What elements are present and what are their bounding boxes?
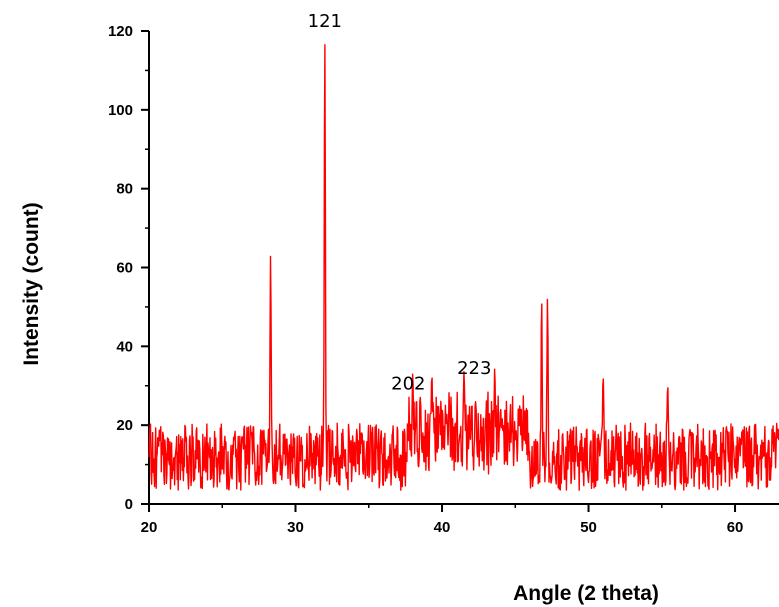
y-tick-label: 60 bbox=[116, 260, 133, 277]
peak-label: 121 bbox=[308, 11, 342, 32]
y-tick-label: 0 bbox=[125, 496, 133, 513]
x-tick-label: 20 bbox=[141, 519, 158, 536]
y-axis-title: Intensity (count) bbox=[20, 202, 43, 365]
peak-label: 223 bbox=[457, 358, 491, 379]
x-tick-label: 40 bbox=[434, 519, 451, 536]
annotations: 121 202 223 bbox=[308, 11, 492, 395]
peak-label: 202 bbox=[391, 374, 425, 395]
y-tick-label: 40 bbox=[116, 338, 133, 355]
x-tick-label: 30 bbox=[287, 519, 304, 536]
x-axis-title: Angle (2 theta) bbox=[513, 582, 659, 605]
y-tick-label: 20 bbox=[116, 417, 133, 434]
y-tick-label: 80 bbox=[116, 181, 133, 198]
series-line bbox=[148, 44, 779, 491]
y-tick-label: 100 bbox=[108, 102, 133, 119]
x-tick-label: 50 bbox=[580, 519, 597, 536]
y-tick-label: 120 bbox=[108, 23, 133, 40]
x-tick-label: 60 bbox=[727, 519, 744, 536]
ticks bbox=[141, 30, 737, 512]
tick-labels: 20 30 40 50 60 0 20 40 60 80 100 120 bbox=[108, 23, 743, 536]
